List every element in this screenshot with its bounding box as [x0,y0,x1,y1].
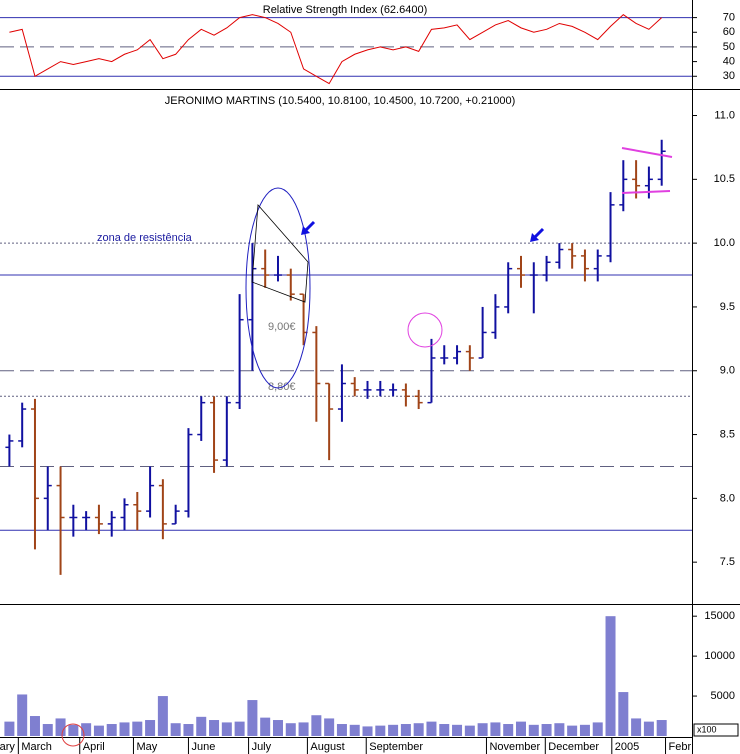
volume-bar [541,724,552,736]
volume-bar [336,724,347,736]
y-tick-label: 8.0 [720,492,735,504]
volume-bar [349,724,360,736]
volume-bar [145,720,156,736]
unit-box [693,723,739,737]
volume-bar [528,724,539,736]
plot: ary March April May June July August September N… [0,14,692,754]
x-tick-label: June [191,741,215,753]
volume-bar [42,724,53,736]
volume-bar [452,724,463,736]
y-tick-label: 15000 [704,610,735,622]
annotation: 9,00€ [268,321,296,333]
y-tick-label: 7.5 [720,556,735,568]
volume-bar [247,700,258,736]
volume-bar [183,724,194,736]
volume-bar [106,724,117,736]
volume-bar [298,722,309,736]
x-tick-label: ary [0,741,15,753]
drawings [61,147,673,747]
volume-bar [656,720,667,736]
x-tick-label: Febr [669,741,692,753]
volume-bar [209,720,220,736]
volume-bar [439,724,450,736]
volume-bar [618,692,629,736]
volume-bar [503,724,514,736]
volume-bar [567,725,578,736]
volume-bar [464,725,475,736]
volume-bar [324,718,335,736]
x-tick-label: September [369,741,423,753]
volume-bar [311,715,322,736]
volume-bar [170,723,181,736]
y-tick-label: 11.0 [714,109,735,121]
y-tick-label: 60 [723,26,735,38]
volume-bar [234,721,245,736]
volume-bar [93,725,104,736]
annotation: zona de resistência [97,232,193,244]
rsi-line [9,14,663,85]
volume-bar [4,721,15,736]
volume-bar [375,725,386,736]
volume-bar [272,720,283,736]
volume-bar [490,722,501,736]
x-tick-label: 2005 [615,741,639,753]
volume-bar [477,723,488,736]
volume-bar [221,722,232,736]
volume-bar [643,721,654,736]
x-tick-label: April [83,741,105,753]
y-tick-label: 8.5 [720,428,735,440]
volume-bar [260,717,271,736]
volume-bar [132,721,143,736]
volume-bar [17,694,28,736]
volume-bar [196,716,207,736]
x-tick-label: August [310,741,344,753]
y-tick-label: 9.5 [720,301,735,313]
volume-bar [68,724,79,736]
y-tick-label: 10.5 [714,173,735,185]
volume-bar [55,718,66,736]
unit-label: x100 [697,724,717,734]
y-tick-label: 70 [723,12,735,24]
x-tick-label: November [489,741,540,753]
x-tick-label: December [548,741,599,753]
volume-bar [400,724,411,736]
price-title: JERONIMO MARTINS (10.5400, 10.8100, 10.4… [165,95,515,107]
volume-bar [285,723,296,736]
y-tick-label: 10.0 [714,237,735,249]
y-tick-label: 50 [723,41,735,53]
volume-bar [426,721,437,736]
volume-bar [388,724,399,736]
x-tick-label: March [21,741,52,753]
volume-bar [515,721,526,736]
volume-bar [579,724,590,736]
volume-bar [413,723,424,736]
volume-bar [592,722,603,736]
y-tick-label: 30 [723,70,735,82]
rsi-title: Relative Strength Index (62.6400) [263,4,428,16]
volume-bar [119,722,130,736]
x-tick-label: May [136,741,157,753]
y-tick-label: 9.0 [720,365,735,377]
volume-bar [81,723,92,736]
volume-bar [157,696,168,736]
x-tick-label: July [252,741,272,753]
y-tick-label: 5000 [711,690,735,702]
volume-bar [29,716,40,736]
y-tick-label: 10000 [704,650,735,662]
volume-bar [554,723,565,736]
volume-bar [605,616,616,736]
y-tick-label: 40 [723,56,735,68]
volume-bar [362,726,373,736]
volume-bar [631,718,642,736]
